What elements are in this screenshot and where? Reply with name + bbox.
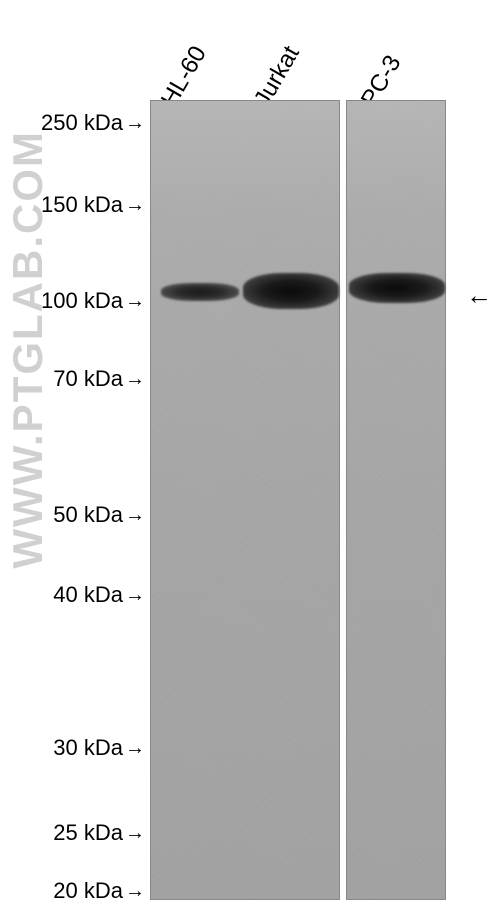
ladder-marker: 250 kDa→ <box>41 110 145 136</box>
ladder-marker: 30 kDa→ <box>53 735 145 761</box>
molecular-weight-ladder: 250 kDa→ 150 kDa→ 100 kDa→ 70 kDa→ 50 kD… <box>0 0 145 903</box>
arrow-right-icon: → <box>125 290 145 313</box>
blot-membrane-right <box>346 100 446 900</box>
ladder-value: 20 kDa <box>53 878 123 904</box>
ladder-marker: 25 kDa→ <box>53 820 145 846</box>
arrow-right-icon: → <box>125 368 145 391</box>
ladder-value: 100 kDa <box>41 288 123 314</box>
arrow-right-icon: → <box>125 504 145 527</box>
band-pc3 <box>349 273 445 303</box>
arrow-right-icon: → <box>125 112 145 135</box>
ladder-value: 150 kDa <box>41 192 123 218</box>
ladder-value: 70 kDa <box>53 366 123 392</box>
ladder-value: 30 kDa <box>53 735 123 761</box>
arrow-right-icon: → <box>125 737 145 760</box>
arrow-right-icon: → <box>125 584 145 607</box>
ladder-marker: 20 kDa→ <box>53 878 145 904</box>
ladder-marker: 40 kDa→ <box>53 582 145 608</box>
ladder-marker: 150 kDa→ <box>41 192 145 218</box>
ladder-value: 40 kDa <box>53 582 123 608</box>
ladder-value: 250 kDa <box>41 110 123 136</box>
blot-membrane-left <box>150 100 340 900</box>
ladder-value: 25 kDa <box>53 820 123 846</box>
ladder-marker: 50 kDa→ <box>53 502 145 528</box>
membrane-texture <box>151 101 339 899</box>
ladder-marker: 100 kDa→ <box>41 288 145 314</box>
band-jurkat <box>243 273 339 309</box>
band-hl60 <box>161 283 239 301</box>
ladder-marker: 70 kDa→ <box>53 366 145 392</box>
arrow-right-icon: → <box>125 880 145 903</box>
target-band-arrow-icon: ← <box>466 280 492 311</box>
ladder-value: 50 kDa <box>53 502 123 528</box>
membrane-texture <box>347 101 445 899</box>
arrow-right-icon: → <box>125 194 145 217</box>
arrow-right-icon: → <box>125 822 145 845</box>
